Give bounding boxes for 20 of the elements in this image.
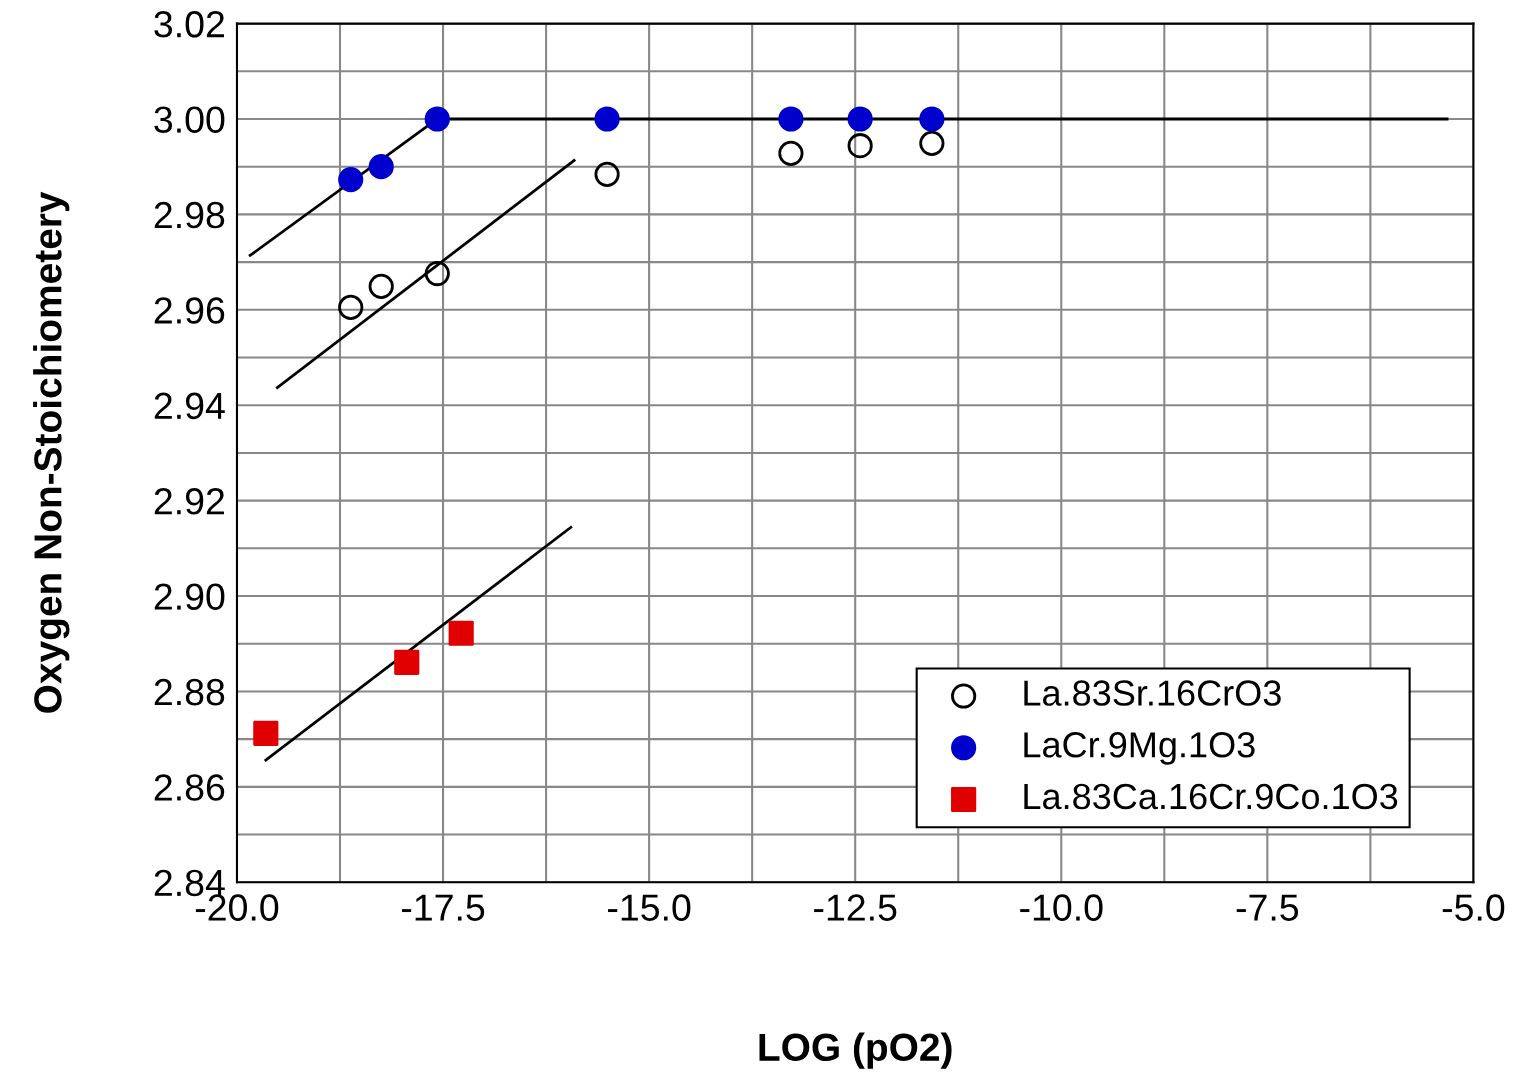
y-axis-title: Oxygen Non-Stoichiometery	[33, 191, 70, 713]
y-tick-label: 2.96	[154, 297, 225, 324]
legend-label: La.83Ca.16Cr.9Co.1O3	[1024, 783, 1398, 810]
y-tick-label: 2.88	[154, 678, 225, 706]
x-tick-label: -10.0	[1020, 894, 1103, 921]
y-tick-label: 3.00	[154, 106, 225, 133]
y-tick-label: 2.92	[154, 488, 224, 515]
y-tick-label: 2.90	[154, 583, 225, 610]
y-tick-label: 3.02	[154, 10, 224, 38]
y-tick-label: 2.86	[154, 774, 225, 801]
y-tick-label: 2.98	[154, 201, 225, 229]
x-tick-label: -15.0	[608, 894, 691, 921]
legend-label: LaCr.9Mg.1O3	[1024, 732, 1255, 765]
legend-label: La.83Sr.16CrO3	[1024, 680, 1281, 706]
x-tick-label: -12.5	[814, 894, 897, 921]
x-tick-label: -5.0	[1442, 894, 1505, 921]
x-tick-label: -7.5	[1236, 894, 1299, 921]
x-tick-label: -17.5	[401, 894, 485, 921]
y-tick-label: 2.94	[154, 392, 225, 420]
x-axis-title: LOG (pO2)	[759, 1032, 952, 1069]
